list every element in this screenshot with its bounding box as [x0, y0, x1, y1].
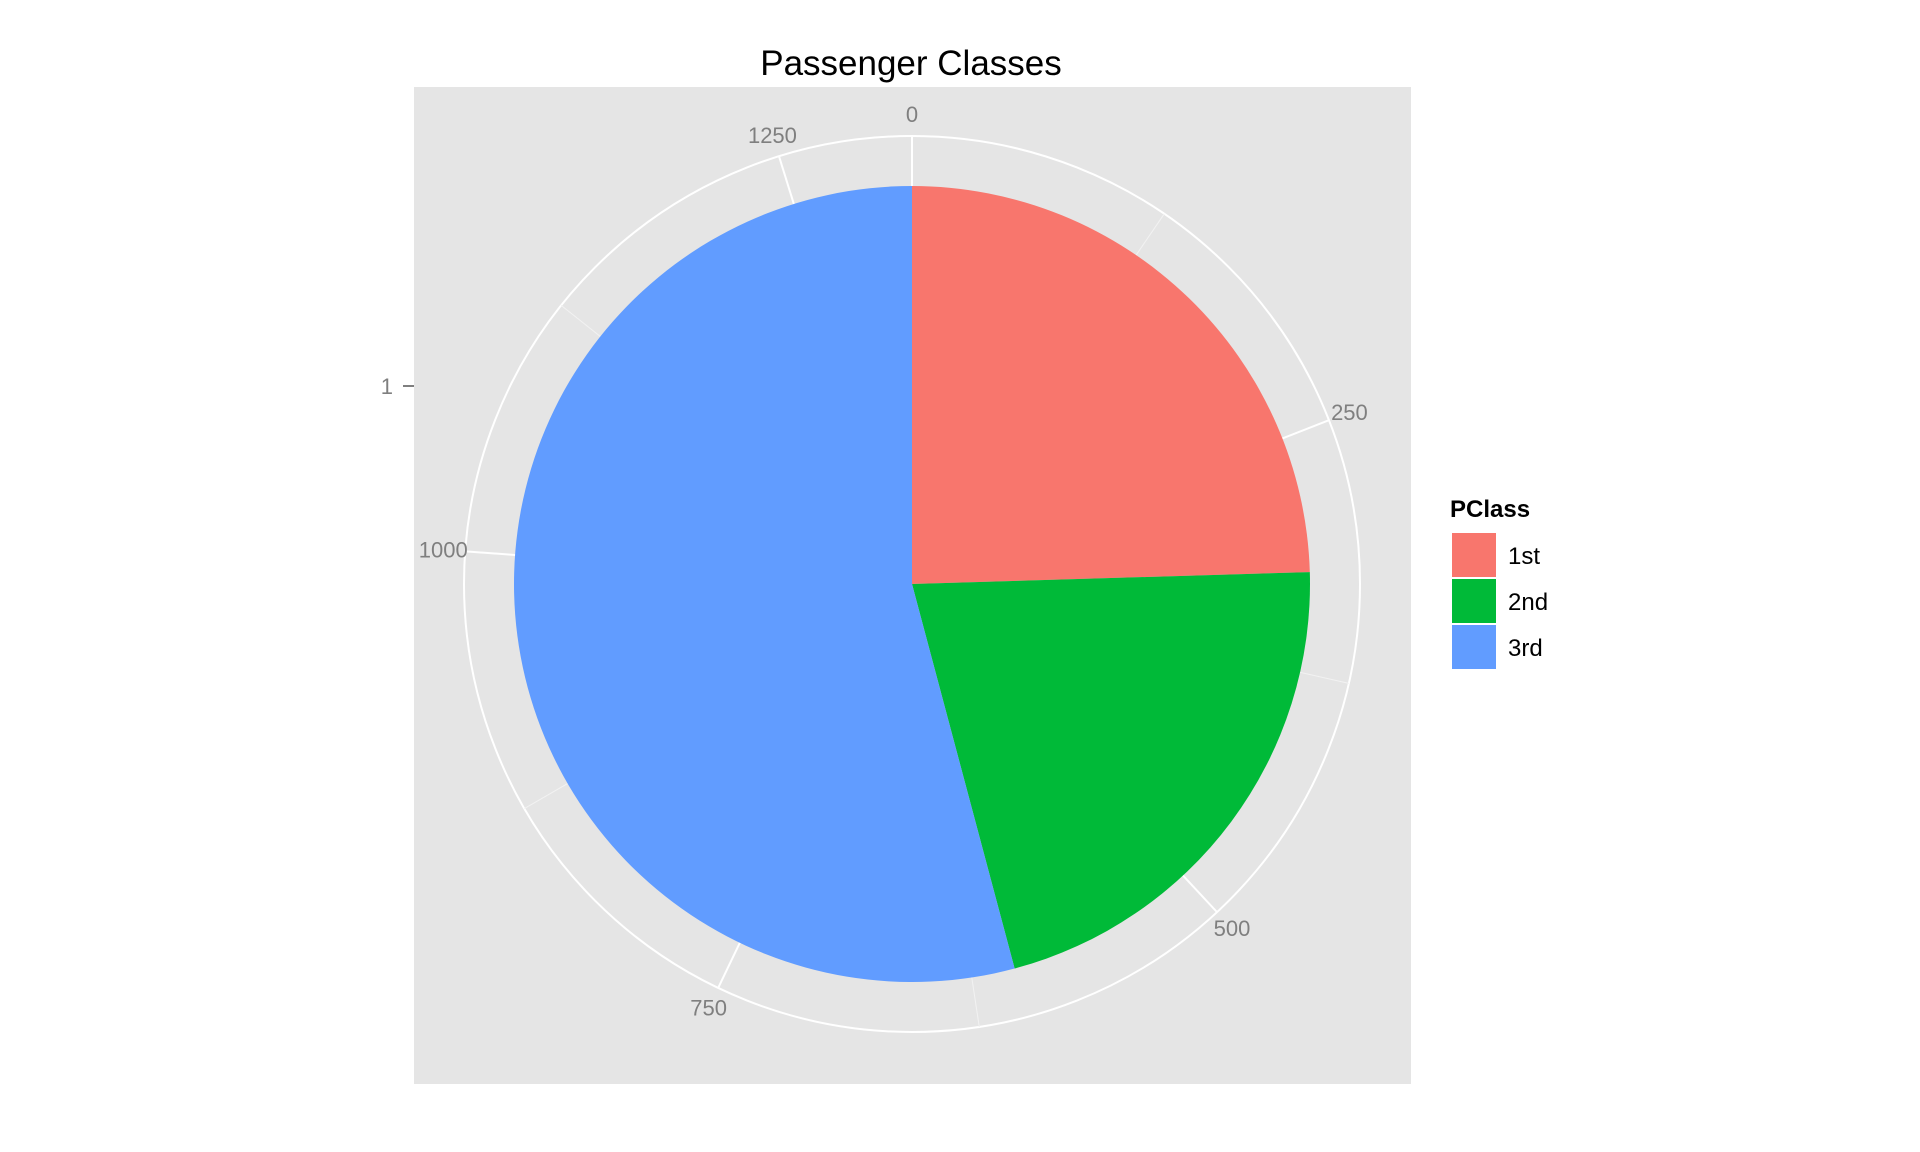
angle-tick-labels: 0 250 500 750 1000 1250 — [419, 102, 1368, 1021]
legend: PClass 1st 2nd 3rd — [1450, 496, 1548, 671]
legend-label-2nd: 2nd — [1508, 589, 1548, 616]
slice-3rd — [514, 186, 1015, 982]
angle-tick-label: 500 — [1214, 916, 1251, 941]
legend-key-3rd — [1450, 623, 1498, 671]
angle-tick-label: 750 — [690, 996, 727, 1021]
angle-tick-label: 250 — [1331, 400, 1368, 425]
chart-title: Passenger Classes — [760, 44, 1062, 83]
legend-key-1st — [1450, 531, 1498, 579]
angle-tick-label: 1250 — [748, 123, 797, 148]
legend-title: PClass — [1450, 496, 1530, 523]
y-tick-label: 1 — [381, 374, 393, 399]
angle-tick-label: 1000 — [419, 538, 468, 563]
legend-key-2nd — [1450, 577, 1498, 625]
legend-label-3rd: 3rd — [1508, 635, 1543, 662]
angle-tick-label: 0 — [906, 102, 918, 127]
legend-label-1st: 1st — [1508, 543, 1540, 570]
slice-2nd — [912, 572, 1310, 969]
y-axis: 1 — [381, 374, 414, 399]
pie-slices — [514, 186, 1310, 982]
slice-1st — [912, 186, 1310, 584]
